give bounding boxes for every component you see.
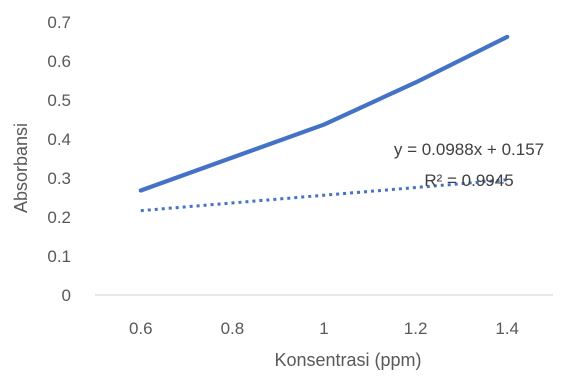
y-tick-label-2: 0.2: [47, 208, 71, 227]
x-tick-label-4: 1.4: [495, 319, 519, 338]
y-tick-label-5: 0.5: [47, 91, 71, 110]
y-axis-title: Absorbansi: [11, 123, 31, 213]
y-tick-label-1: 0.1: [47, 247, 71, 266]
y-tick-label-0: 0: [62, 286, 71, 305]
y-tick-label-3: 0.3: [47, 169, 71, 188]
y-tick-label-4: 0.4: [47, 130, 71, 149]
x-axis-title: Konsentrasi (ppm): [274, 350, 421, 370]
trendline-equation: y = 0.0988x + 0.157: [394, 140, 544, 159]
x-tick-label-0: 0.6: [129, 319, 153, 338]
plot-area: [95, 34, 553, 296]
trendline-r-squared: R² = 0.9945: [424, 171, 513, 190]
trendline: [140, 178, 508, 213]
x-tick-label-3: 1.2: [404, 319, 428, 338]
axis-labels: 0 0.1 0.2 0.3 0.4 0.5 0.6 0.7 0.6 0.8 1 1.2 1.4: [47, 13, 519, 338]
y-tick-label-6: 0.6: [47, 52, 71, 71]
series-line-0: [138, 34, 510, 193]
y-tick-label-7: 0.7: [47, 13, 71, 32]
x-tick-label-1: 0.8: [221, 319, 245, 338]
x-tick-label-2: 1: [319, 319, 328, 338]
